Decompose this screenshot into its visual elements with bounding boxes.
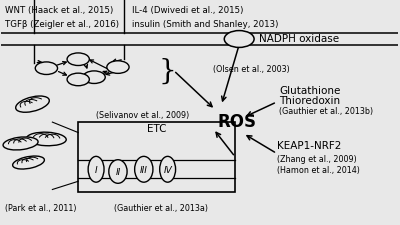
Text: II: II	[115, 167, 120, 176]
Circle shape	[35, 63, 58, 75]
Circle shape	[83, 72, 105, 84]
Ellipse shape	[224, 32, 254, 48]
Text: (Gauthier et al., 2013a): (Gauthier et al., 2013a)	[114, 203, 208, 212]
Text: ROS: ROS	[217, 112, 256, 130]
Text: (Selivanov et al., 2009): (Selivanov et al., 2009)	[96, 110, 189, 119]
Text: IL-4 (Dwivedi et al., 2015): IL-4 (Dwivedi et al., 2015)	[132, 6, 243, 15]
Text: KEAP1-NRF2: KEAP1-NRF2	[277, 140, 341, 150]
Text: Thioredoxin: Thioredoxin	[279, 95, 340, 105]
Ellipse shape	[160, 157, 176, 182]
Ellipse shape	[3, 137, 38, 150]
Bar	[78, 123, 235, 192]
Ellipse shape	[135, 157, 153, 182]
Text: (Hamon et al., 2014): (Hamon et al., 2014)	[277, 165, 360, 174]
Text: (Olsen et al., 2003): (Olsen et al., 2003)	[213, 64, 290, 73]
Text: (Gauthier et al., 2013b): (Gauthier et al., 2013b)	[279, 107, 373, 116]
Text: NADPH oxidase: NADPH oxidase	[259, 34, 339, 44]
Text: III: III	[140, 165, 148, 174]
Ellipse shape	[16, 97, 49, 113]
Circle shape	[67, 74, 89, 86]
Text: (Zhang et al., 2009): (Zhang et al., 2009)	[277, 154, 357, 163]
Ellipse shape	[26, 133, 66, 146]
Text: ETC: ETC	[147, 123, 166, 133]
Text: Glutathione: Glutathione	[279, 85, 340, 95]
Ellipse shape	[13, 156, 44, 169]
Text: insulin (Smith and Shanley, 2013): insulin (Smith and Shanley, 2013)	[132, 20, 278, 29]
Text: IV: IV	[163, 165, 172, 174]
Text: TGFβ (Zeigler et al., 2016): TGFβ (Zeigler et al., 2016)	[5, 20, 119, 29]
Text: }: }	[159, 58, 176, 85]
Circle shape	[107, 61, 129, 74]
Ellipse shape	[88, 157, 104, 182]
Text: I: I	[95, 165, 98, 174]
Text: (Park et al., 2011): (Park et al., 2011)	[5, 203, 76, 212]
Ellipse shape	[109, 160, 127, 184]
Circle shape	[67, 54, 89, 66]
Text: WNT (Haack et al., 2015): WNT (Haack et al., 2015)	[5, 6, 113, 15]
